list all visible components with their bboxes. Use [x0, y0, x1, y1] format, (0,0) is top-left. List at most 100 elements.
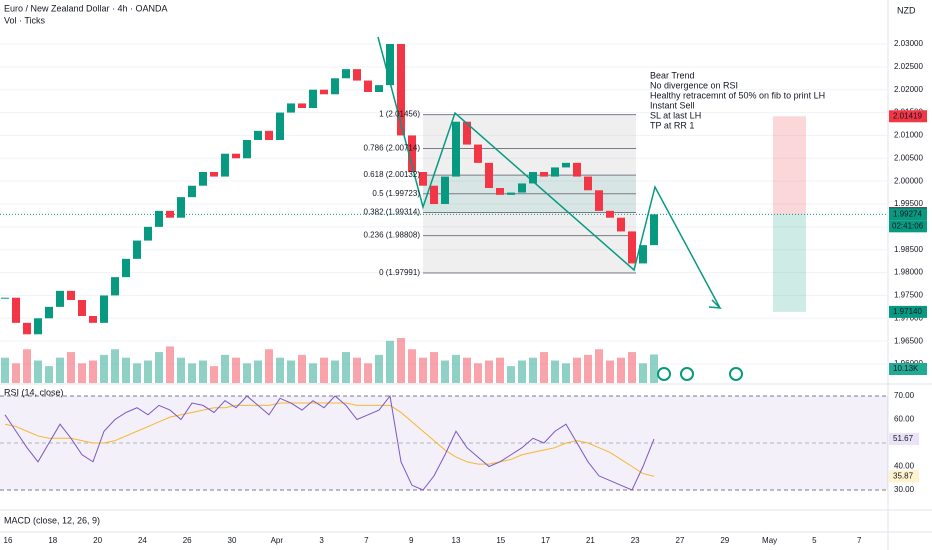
- candle: [320, 89, 328, 95]
- x-tick-label: 24: [138, 536, 147, 545]
- volume-bar: [67, 352, 75, 383]
- x-tick-label: 23: [631, 536, 640, 545]
- candle: [540, 171, 548, 177]
- y-tick-label: 1.98000: [894, 268, 923, 277]
- y-tick-label: 2.03000: [894, 39, 923, 48]
- candle: [452, 121, 460, 177]
- candle: [430, 185, 438, 204]
- volume-bar: [287, 360, 295, 383]
- volume-bar: [562, 363, 570, 383]
- volume-bar: [144, 360, 152, 383]
- x-tick-label: Apr: [271, 536, 284, 545]
- rsi-tick-label: 30.00: [894, 485, 915, 494]
- candle: [584, 176, 592, 191]
- volume-bar: [463, 357, 471, 383]
- volume-bar: [584, 354, 592, 383]
- x-tick-label: 21: [586, 536, 595, 545]
- chart-title: Euro / New Zealand Dollar · 4h · OANDA: [4, 3, 168, 13]
- y-tick-label: 2.02000: [894, 85, 923, 94]
- price-label-bg: [889, 110, 927, 123]
- candle: [485, 162, 493, 188]
- candle: [276, 112, 284, 140]
- candle: [507, 192, 515, 195]
- candle: [353, 69, 361, 81]
- price-label: 1.97140: [893, 307, 922, 316]
- stop-zone: [773, 116, 806, 215]
- candle: [408, 135, 416, 172]
- x-tick-label: 5: [812, 536, 817, 545]
- rsi-rsi-line: [4, 394, 655, 491]
- x-tick-label: 9: [409, 536, 414, 545]
- volume-bar: [320, 357, 328, 383]
- rsi-tick-label: 40.00: [894, 462, 915, 471]
- volume-bar: [628, 352, 636, 383]
- volume-bar: [639, 363, 647, 383]
- candle: [56, 290, 64, 307]
- volume-bar: [364, 363, 372, 383]
- candle: [12, 297, 20, 323]
- event-icon: [680, 367, 694, 381]
- candle: [650, 214, 658, 246]
- volume-bar: [265, 349, 273, 383]
- volume-bar: [23, 349, 31, 383]
- volume-bar: [441, 360, 449, 383]
- event-icon: [729, 367, 743, 381]
- y-tick-label: 1.96500: [894, 336, 923, 345]
- y-tick-label: 1.97000: [894, 313, 923, 322]
- candle: [364, 80, 372, 92]
- candle: [309, 89, 317, 108]
- ma_label: 35.87: [893, 471, 914, 480]
- price-label: 1.99274: [893, 209, 922, 218]
- annotation-line: No divergence on RSI: [650, 80, 738, 90]
- volume-bar: [199, 360, 207, 383]
- volume-bar: [606, 360, 614, 383]
- volume-bar: [232, 357, 240, 383]
- x-tick-label: 3: [319, 536, 324, 545]
- volume-bar: [496, 357, 504, 383]
- trend-drawing: [377, 36, 722, 309]
- candle: [551, 167, 559, 177]
- volume-bar: [474, 363, 482, 383]
- volume-bar: [89, 360, 97, 383]
- candle: [133, 240, 141, 259]
- candle: [254, 130, 262, 140]
- zigzag: [377, 36, 721, 309]
- volume-bar: [375, 354, 383, 383]
- volume-bar: [386, 340, 394, 383]
- candle: [419, 171, 427, 186]
- candle: [67, 290, 75, 300]
- candle: [529, 171, 537, 184]
- volume-bar: [210, 366, 218, 383]
- fib-label: 0.5 (1.99723): [372, 189, 420, 198]
- volume-bar: [298, 354, 306, 383]
- rsi-tick-label: 60.00: [894, 415, 915, 424]
- candle: [166, 210, 174, 218]
- volume-bar: [78, 363, 86, 383]
- fib-label: 1 (2.01456): [379, 110, 420, 119]
- countdown: 02:41:06: [892, 221, 924, 230]
- rsi_label-bg: [889, 433, 919, 446]
- volume-bar: [518, 360, 526, 383]
- volume-bar: [452, 354, 460, 383]
- rsi-tick-label: 70.00: [894, 391, 915, 400]
- candle: [441, 176, 449, 204]
- x-tick-label: 13: [452, 536, 461, 545]
- candle: [155, 210, 163, 227]
- volume-bar: [353, 357, 361, 383]
- candle: [100, 295, 108, 323]
- candle: [177, 197, 185, 218]
- volume-bar: [177, 357, 185, 383]
- volume-bar: [166, 346, 174, 383]
- currency: NZD: [897, 5, 916, 15]
- volume-bar: [430, 352, 438, 383]
- candle: [474, 144, 482, 163]
- event-icon: [657, 367, 671, 381]
- annotation-line: SL at last LH: [650, 110, 701, 120]
- volume-bar: [529, 357, 537, 383]
- candle: [45, 306, 53, 319]
- volume-bar: [573, 357, 581, 383]
- x-tick-label: 26: [183, 536, 192, 545]
- fib-label: 0 (1.97991): [379, 268, 420, 277]
- rsi-title: RSI (14, close): [4, 387, 64, 397]
